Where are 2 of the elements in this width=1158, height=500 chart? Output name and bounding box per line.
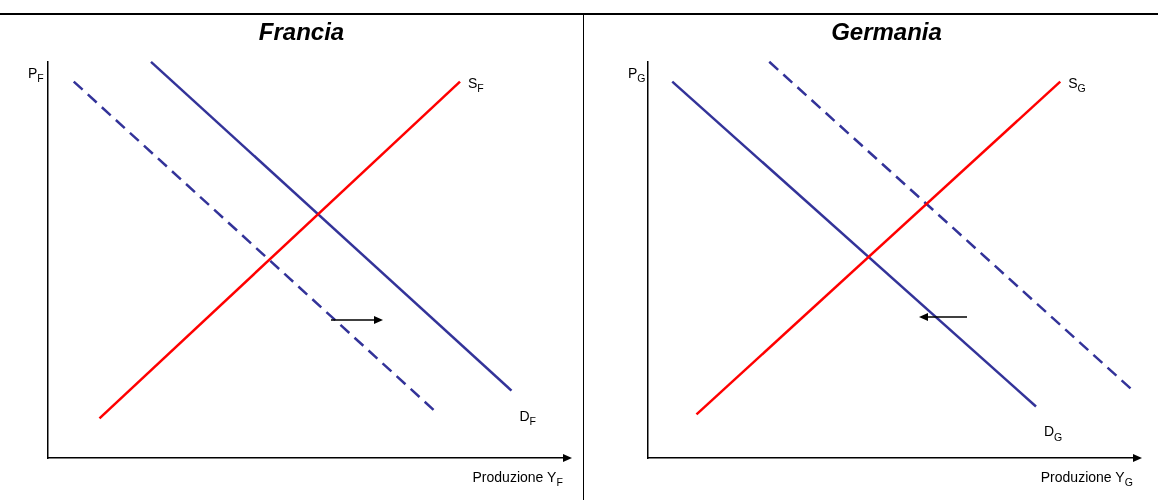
chart-title: Francia (258, 18, 345, 46)
chart-title: Germania (831, 18, 942, 46)
